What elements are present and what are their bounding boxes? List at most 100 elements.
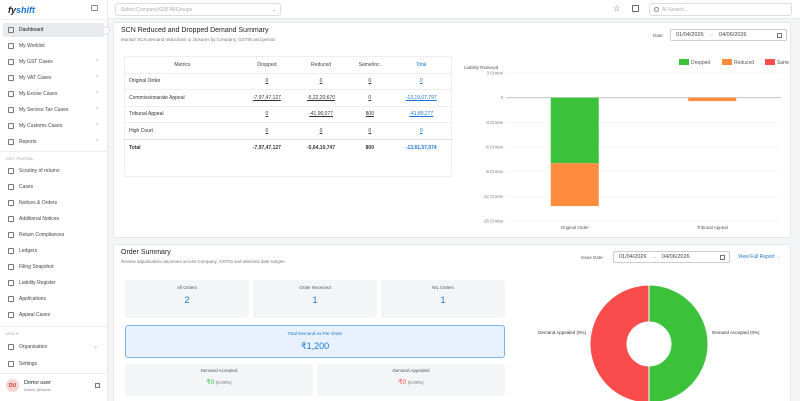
metric-value: -7,97,47,127: [252, 144, 281, 151]
sidebar-item-organisation[interactable]: Organisation ⌄: [3, 340, 104, 354]
sidebar-item-reports[interactable]: Reports ›: [3, 135, 104, 149]
metric-value[interactable]: 0: [319, 127, 323, 134]
stat-card-nil-orders[interactable]: NIL Orders 1: [381, 280, 505, 318]
sidebar-item-notices-orders[interactable]: Notices & Orders: [3, 196, 104, 210]
sidebar-item-liability-register[interactable]: Liability Register: [3, 276, 104, 290]
my-gst-cases-icon: [8, 59, 14, 65]
donut-slice-demand-accepted-0[interactable]: [648, 284, 709, 401]
sidebar-item-additional-notices[interactable]: Additional Notices: [3, 212, 104, 226]
sidebar-item-label: Scrutiny of returns: [19, 168, 60, 174]
metric-value[interactable]: -41,90,077: [309, 111, 334, 118]
table-cell: -13,61,57,074: [391, 138, 451, 156]
demand-appealed-pct: (0.00%): [407, 380, 424, 385]
metric-value[interactable]: 800: [365, 111, 374, 118]
user-profile[interactable]: DU Demo user Admin @Nazel: [6, 379, 51, 392]
metric-value[interactable]: 0: [419, 127, 423, 134]
donut-slice-demand-appealed-0[interactable]: [589, 284, 650, 401]
sidebar-item-label: My Excise Cases: [19, 91, 58, 97]
sidebar-item-ledgers[interactable]: Ledgers: [3, 244, 104, 258]
sidebar-item-return-compliances[interactable]: Return Compliances: [3, 228, 104, 242]
bar-reduced-original-order[interactable]: [550, 163, 599, 207]
sidebar-item-label: Applications: [19, 296, 46, 302]
metric-value[interactable]: 0: [368, 78, 372, 85]
metric-value[interactable]: 0: [368, 94, 372, 101]
sidebar-item-my-gst-cases[interactable]: My GST Cases ›: [3, 55, 104, 69]
bar-dropped-original-order[interactable]: [550, 97, 599, 164]
logo[interactable]: fyshift: [8, 5, 36, 15]
stat-value: 2: [184, 295, 190, 305]
notices-orders-icon: [8, 200, 14, 206]
metric-name: Commissionarate Appeal: [129, 94, 185, 101]
sidebar-item-scrutiny-of-returns[interactable]: Scrutiny of returns: [3, 164, 104, 178]
sidebar-item-label: Notices & Orders: [19, 200, 58, 206]
sidebar-item-label: My Customs Cases: [19, 123, 63, 129]
date-range-input[interactable]: 01/04/2026 → 04/06/2026: [670, 29, 787, 41]
table-cell: -5,22,20,670: [293, 89, 349, 106]
total-demand-value: ₹1,200: [300, 341, 330, 351]
demand-accepted-value: ₹0: [206, 379, 215, 386]
issue-date-range-input[interactable]: 01/04/2026 → 04/06/2026: [613, 251, 730, 263]
table-cell: 0: [239, 105, 294, 123]
metric-value[interactable]: 0: [419, 78, 423, 85]
order-subtitle: Review adjudication outcomes across Comp…: [121, 259, 286, 264]
table-cell: 800: [348, 105, 392, 123]
sidebar-item-label: Return Compliances: [19, 232, 65, 238]
row-label: Total: [125, 138, 240, 156]
total-demand-label: Total Demand As Per Order: [287, 331, 343, 336]
sidebar-item-my-worklist[interactable]: My Worklist: [3, 39, 104, 53]
sidebar-item-appeal-cases[interactable]: Appeal Cases: [3, 308, 104, 322]
issue-date-label: Issue Date:: [581, 255, 604, 260]
metric-value[interactable]: 0: [368, 127, 372, 134]
view-full-report-link[interactable]: View Full Report →: [738, 254, 781, 260]
sidebar-item-my-excise-cases[interactable]: My Excise Cases ›: [3, 87, 104, 101]
sidebar-item-label: Additional Notices: [19, 216, 60, 222]
metric-value[interactable]: -5,22,20,670: [307, 94, 336, 101]
divider: [0, 151, 108, 152]
return-compliances-icon: [8, 232, 14, 238]
company-select[interactable]: Select Company/GSTIN/Groups ⌄: [115, 3, 281, 16]
calendar-icon[interactable]: [632, 5, 639, 12]
sidebar-item-cases[interactable]: Cases: [3, 180, 104, 194]
metric-value[interactable]: 0: [265, 78, 269, 85]
star-icon[interactable]: ☆: [613, 4, 621, 13]
metric-value[interactable]: 0: [319, 78, 323, 85]
metric-value[interactable]: -13,19,67,797: [405, 94, 437, 101]
logout-icon[interactable]: [95, 383, 100, 388]
demand-accepted-label: Demand Accepted: [200, 368, 238, 373]
sidebar-item-dashboard[interactable]: Dashboard: [3, 23, 104, 37]
chevron-right-icon: ›: [96, 106, 98, 112]
table-cell: -41,90,077: [293, 105, 349, 123]
my-vat-cases-icon: [8, 75, 14, 81]
metric-value[interactable]: 0: [265, 127, 269, 134]
metric-value[interactable]: -41,89,277: [409, 111, 434, 118]
x-tick-label: Original Order: [561, 225, 590, 230]
legend-swatch-same-inc: [765, 59, 775, 65]
y-tick-label: -6 Crores: [485, 145, 503, 150]
bar-reduced-tribunal-appeal[interactable]: [688, 97, 737, 102]
chevron-right-icon: ›: [96, 138, 98, 144]
gst-portal-heading: GST PORTAL: [6, 156, 34, 161]
y-tick-label: -9 Crores: [485, 169, 503, 174]
sidebar-collapse-icon[interactable]: [91, 5, 98, 11]
metric-value: -13,61,57,074: [405, 144, 437, 151]
sidebar-item-settings[interactable]: Settings: [3, 357, 104, 371]
column-header-dropped: Dropped: [257, 62, 277, 69]
table-cell: -41,89,277: [391, 105, 451, 123]
metric-value[interactable]: -7,97,47,127: [252, 94, 281, 101]
search-input[interactable]: AI Search...: [649, 3, 792, 16]
stat-card-all-orders[interactable]: All Orders 2: [125, 280, 249, 318]
metric-value[interactable]: 0: [265, 111, 269, 118]
row-label: Tribunal Appeal: [125, 105, 240, 123]
table-cell: 0: [348, 72, 392, 90]
sidebar-item-label: Filing Snapshot: [19, 264, 54, 270]
table-cell: 0: [293, 72, 349, 90]
sidebar-item-my-customs-cases[interactable]: My Customs Cases ›: [3, 119, 104, 133]
sidebar-item-my-service-tax-cases[interactable]: My Service Tax Cases ›: [3, 103, 104, 117]
y-tick-label: -3 Crores: [485, 120, 503, 125]
column-header-reduced: Reduced: [311, 62, 332, 69]
sidebar-item-filing-snapshot[interactable]: Filing Snapshot: [3, 260, 104, 274]
metric-value: -5,64,10,747: [307, 144, 336, 151]
sidebar-item-my-vat-cases[interactable]: My VAT Cases ›: [3, 71, 104, 85]
stat-card-order-received[interactable]: Order Received 1: [253, 280, 377, 318]
sidebar-item-applications[interactable]: Applications: [3, 292, 104, 306]
